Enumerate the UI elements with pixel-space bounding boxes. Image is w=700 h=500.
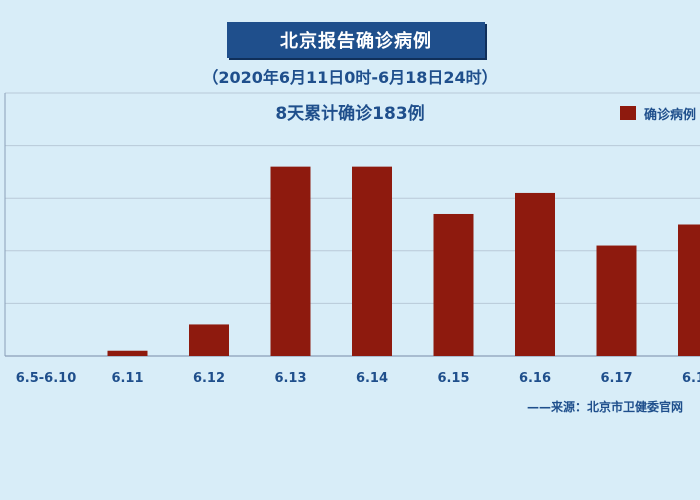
chart-title: 北京报告确诊病例: [227, 22, 485, 58]
chart-subtitle: （2020年6月11日0时-6月18日24时）: [202, 68, 498, 87]
x-tick-label: 6.14: [356, 371, 388, 386]
bar-6.11: [107, 350, 148, 356]
bar-6.17: [596, 245, 637, 356]
legend: 确诊病例: [620, 104, 697, 123]
legend-swatch: [620, 106, 636, 120]
x-tick-label: 6.16: [519, 371, 551, 386]
bar-6.15: [433, 213, 474, 356]
bar-6.14: [352, 166, 392, 356]
x-tick-label: 6.15: [437, 371, 469, 386]
x-tick-label: 6.5-6.10: [16, 371, 77, 386]
bars: [107, 166, 700, 356]
x-tick-label: 6.17: [600, 371, 632, 386]
source-note: ——来源：北京市卫健委官网: [527, 400, 684, 414]
legend-label: 确诊病例: [644, 107, 697, 123]
x-tick-label: 6.18: [682, 371, 700, 386]
chart-annotation: 8天累计确诊183例: [275, 103, 424, 124]
x-tick-label: 6.13: [274, 371, 306, 386]
x-tick-label: 6.11: [111, 371, 143, 386]
bar-6.16: [515, 192, 555, 356]
bar-6.18: [678, 224, 700, 356]
bar-6.13: [270, 166, 311, 356]
bar-6.12: [189, 324, 229, 356]
x-tick-labels: 6.5-6.10 6.11 6.12 6.13 6.14 6.15 6.16 6.17 6.18: [16, 371, 700, 386]
x-tick-label: 6.12: [193, 371, 225, 386]
